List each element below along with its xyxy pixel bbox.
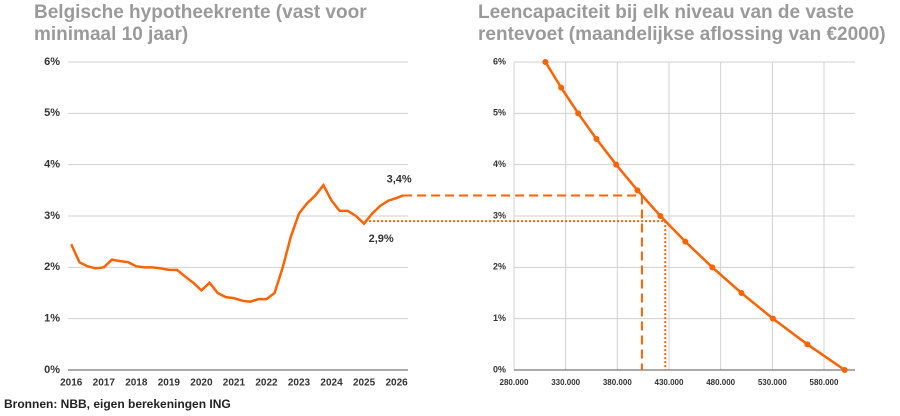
x-tick-label: 330.000 — [551, 378, 580, 387]
marker — [613, 161, 620, 168]
x-tick-label: 280.000 — [500, 378, 529, 387]
marker — [769, 315, 776, 322]
x-tick-label: 380.000 — [603, 378, 632, 387]
marker — [804, 341, 811, 348]
x-tick-label: 2022 — [255, 378, 278, 389]
line — [70, 182, 404, 304]
y-tick-label: 4% — [493, 159, 506, 169]
marker — [682, 238, 689, 245]
y-tick-label: 6% — [493, 56, 506, 66]
x-tick-label: 2018 — [125, 378, 148, 389]
y-tick-label: 0% — [44, 364, 60, 376]
y-tick-label: 1% — [493, 313, 506, 323]
marker — [558, 84, 565, 91]
y-tick-label: 5% — [493, 108, 506, 118]
marker — [709, 264, 716, 271]
x-tick-label: 530.000 — [758, 378, 787, 387]
x-tick-label: 2019 — [158, 378, 181, 389]
y-tick-label: 3% — [493, 210, 506, 220]
marker — [593, 136, 600, 142]
y-tick-label: 5% — [44, 107, 60, 119]
marker — [657, 213, 664, 219]
x-tick-label: 480.000 — [706, 378, 735, 387]
y-tick-label: 0% — [493, 364, 506, 374]
chart-title: Leencapaciteit bij elk niveau van de vas… — [478, 2, 886, 45]
y-tick-label: 3% — [44, 210, 60, 222]
marker — [841, 367, 848, 373]
marker — [634, 187, 641, 194]
chart-title: Belgische hypotheekrente (vast voor mini… — [34, 2, 367, 45]
y-tick-label: 6% — [44, 56, 60, 68]
x-tick-label: 2026 — [385, 378, 408, 389]
source: Bronnen: NBB, eigen berekeningen ING — [4, 397, 231, 411]
y-tick-label: 4% — [44, 159, 60, 171]
x-tick-label: 430.000 — [655, 378, 684, 387]
annotation: 2,9% — [369, 233, 394, 245]
x-tick-label: 2020 — [190, 378, 213, 389]
x-tick-label: 2025 — [353, 378, 376, 389]
y-tick-label: 2% — [493, 262, 506, 272]
annotation: 3,4% — [387, 173, 412, 185]
x-tick-label: 2023 — [288, 378, 311, 389]
y-tick-label: 1% — [44, 313, 60, 325]
marker — [542, 59, 549, 65]
x-tick-label: 2024 — [320, 378, 343, 389]
x-tick-label: 2016 — [60, 378, 83, 389]
marker — [738, 290, 745, 296]
x-tick-label: 2021 — [223, 378, 246, 389]
y-tick-label: 2% — [44, 261, 60, 273]
marker — [575, 110, 582, 117]
x-tick-label: 2017 — [93, 378, 116, 389]
x-tick-label: 580.000 — [810, 378, 839, 387]
